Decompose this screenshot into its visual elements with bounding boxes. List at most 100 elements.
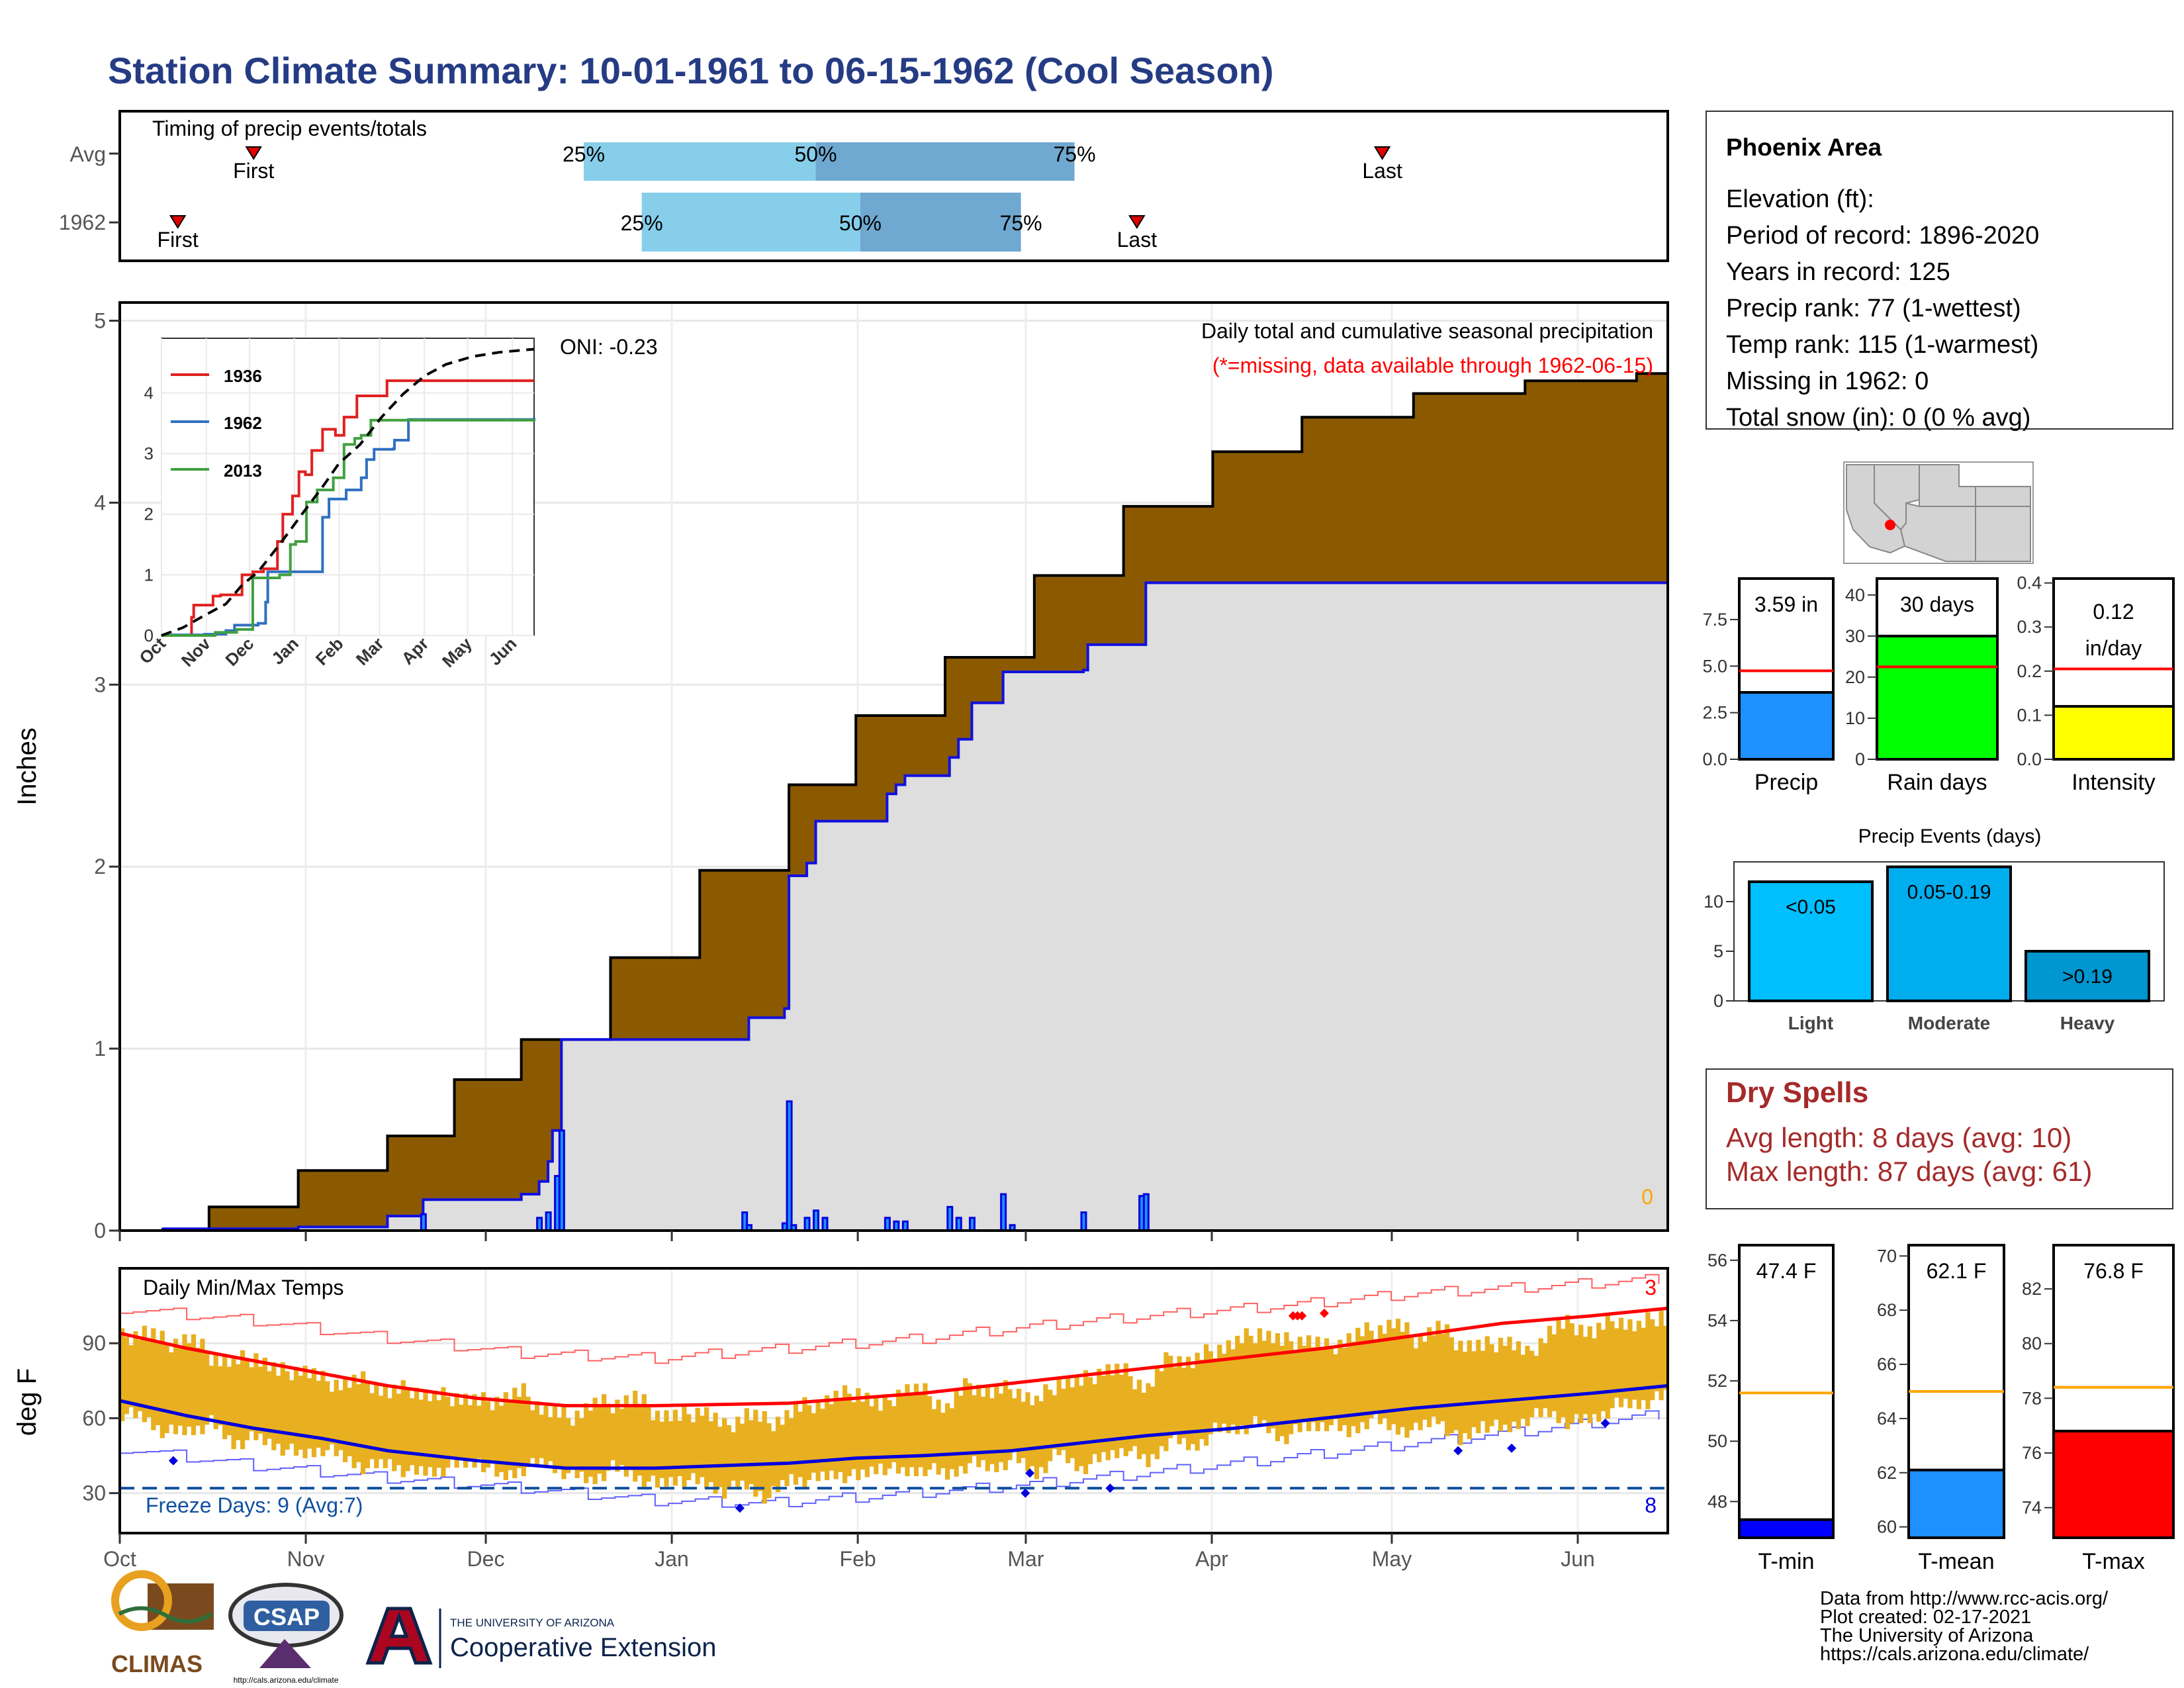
daily-temp-bar: [414, 1387, 420, 1475]
temp-summary-tick-label: 64: [1877, 1409, 1897, 1429]
daily-temp-bar: [851, 1402, 856, 1470]
daily-temp-bar: [338, 1390, 343, 1450]
precip-y-tick-label: 3: [94, 673, 106, 696]
month-label: Jan: [655, 1547, 689, 1571]
daily-temp-bar: [945, 1403, 950, 1480]
daily-temp-bar: [459, 1405, 464, 1459]
daily-temp-bar: [1266, 1331, 1271, 1434]
daily-temp-bar: [200, 1338, 205, 1434]
month-label: Apr: [1195, 1547, 1228, 1571]
daily-temp-bar: [120, 1328, 125, 1421]
daily-temp-bar: [601, 1394, 607, 1481]
precip-events-title: Precip Events (days): [1858, 825, 2042, 847]
daily-temp-bar: [1115, 1364, 1120, 1458]
timing-label: Timing of precip events/totals: [152, 117, 427, 140]
timing-markers: First Last First Last: [158, 146, 1402, 252]
daily-temp-bar: [1226, 1340, 1231, 1434]
daily-precip-bar: [536, 1217, 543, 1232]
daily-temp-bar: [1440, 1333, 1445, 1421]
hot-record-count: 3: [1645, 1276, 1657, 1299]
daily-temp-bar: [146, 1338, 152, 1417]
daily-temp-bar: [1128, 1376, 1133, 1452]
daily-temp-bar: [1105, 1364, 1111, 1460]
daily-temp-bar: [1391, 1328, 1396, 1425]
daily-temp-bar: [177, 1348, 183, 1426]
temp-summary-bar-T-mean: [1907, 1468, 2005, 1540]
daily-temp-bar: [454, 1393, 459, 1468]
temp-summary-value-label-2: 76.8 F: [2083, 1259, 2144, 1283]
timing-1962-last-marker: [1128, 215, 1146, 229]
daily-temp-bar: [775, 1417, 781, 1493]
daily-temp-bar: [1556, 1320, 1561, 1423]
daily-temp-bar: [1315, 1336, 1320, 1432]
cumulative-1962-area: [120, 577, 1668, 1231]
daily-temp-bar: [646, 1407, 651, 1482]
summary-category-label-1: Rain days: [1887, 770, 1987, 795]
daily-temp-bar: [1328, 1346, 1334, 1425]
daily-temp-bar: [347, 1387, 353, 1456]
temp-summary-tick-label: 78: [2022, 1388, 2042, 1408]
daily-temp-bar: [1494, 1352, 1499, 1420]
summary-tick-label: 0.0: [2017, 749, 2042, 769]
daily-temp-bar: [1614, 1328, 1619, 1398]
record-markers: [168, 1308, 1610, 1513]
temp-summary-tick-label: 48: [1707, 1491, 1727, 1511]
daily-temp-bar: [195, 1348, 201, 1426]
daily-temp-bar: [780, 1425, 785, 1480]
daily-temp-bar: [825, 1395, 830, 1480]
summary-bar-Precip: [1738, 690, 1835, 761]
temp-panel-label: Daily Min/Max Temps: [143, 1276, 343, 1299]
daily-temp-bar: [1159, 1371, 1164, 1446]
daily-temp-bar: [677, 1421, 682, 1476]
summary-value-label-0: 3.59 in: [1754, 592, 1818, 616]
daily-temp-bar: [1462, 1352, 1468, 1434]
daily-temp-bar: [606, 1403, 611, 1471]
daily-temp-bar: [1484, 1336, 1490, 1433]
daily-temp-bar: [874, 1397, 879, 1474]
summary-category-label-2: Intensity: [2071, 770, 2156, 795]
temp-panel: Daily Min/Max Temps Freeze Days: 9 (Avg:…: [13, 1267, 1669, 1534]
daily-temp-bar: [1400, 1331, 1405, 1427]
daily-temp-bar: [1293, 1350, 1298, 1425]
daily-precip-bar: [946, 1205, 954, 1232]
summary-value-label-1: 30 days: [1900, 592, 1974, 616]
daily-temp-bar: [1538, 1338, 1543, 1417]
daily-temp-bar: [1190, 1368, 1195, 1444]
station-line-period: Period of record: 1896-2020: [1726, 222, 2039, 250]
daily-temp-bar: [682, 1406, 687, 1487]
daily-temp-bar: [1253, 1343, 1258, 1417]
summary-tick-label: 0.0: [1702, 749, 1727, 769]
daily-temp-bar: [539, 1415, 544, 1458]
daily-temp-bar: [392, 1384, 397, 1472]
daily-temp-bar: [1578, 1325, 1584, 1423]
daily-temp-bar: [159, 1331, 165, 1438]
daily-temp-bar: [485, 1401, 490, 1468]
daily-temp-bar: [213, 1354, 218, 1430]
daily-temp-bar: [503, 1392, 508, 1480]
daily-temp-bar: [1007, 1389, 1013, 1460]
timing-1962-last-label: Last: [1117, 228, 1158, 252]
daily-temp-bar: [240, 1350, 246, 1450]
daily-temp-bar: [169, 1352, 174, 1425]
daily-temp-bar: [592, 1397, 598, 1485]
daily-temp-bar: [570, 1425, 576, 1467]
temp-panel-frame: [118, 1267, 1669, 1534]
daily-temp-bar: [1561, 1329, 1566, 1417]
daily-temp-bar: [704, 1407, 709, 1489]
record-low-marker: [1025, 1468, 1035, 1478]
daily-temp-bar: [807, 1405, 812, 1480]
climas-logo-wave: [118, 1606, 213, 1624]
daily-temp-bar: [1320, 1348, 1325, 1423]
timing-1962-q25-q50-bar: [641, 193, 860, 252]
daily-temp-bar: [597, 1407, 602, 1474]
temp-summary-tick-label: 76: [2022, 1443, 2042, 1463]
daily-temp-bar: [374, 1383, 379, 1468]
summary-bar-charts: 0.0 2.5 5.0 7.5 3.59 in Precip 0 10 20 30 40 30 day…: [1702, 573, 2175, 795]
summary-value-unit-2: in/day: [2085, 636, 2142, 660]
daily-temp-bar: [672, 1409, 678, 1486]
daily-temp-bar: [525, 1396, 531, 1468]
daily-temp-bar: [994, 1384, 999, 1472]
daily-temp-bar: [467, 1405, 473, 1459]
daily-temp-bar: [655, 1411, 660, 1488]
